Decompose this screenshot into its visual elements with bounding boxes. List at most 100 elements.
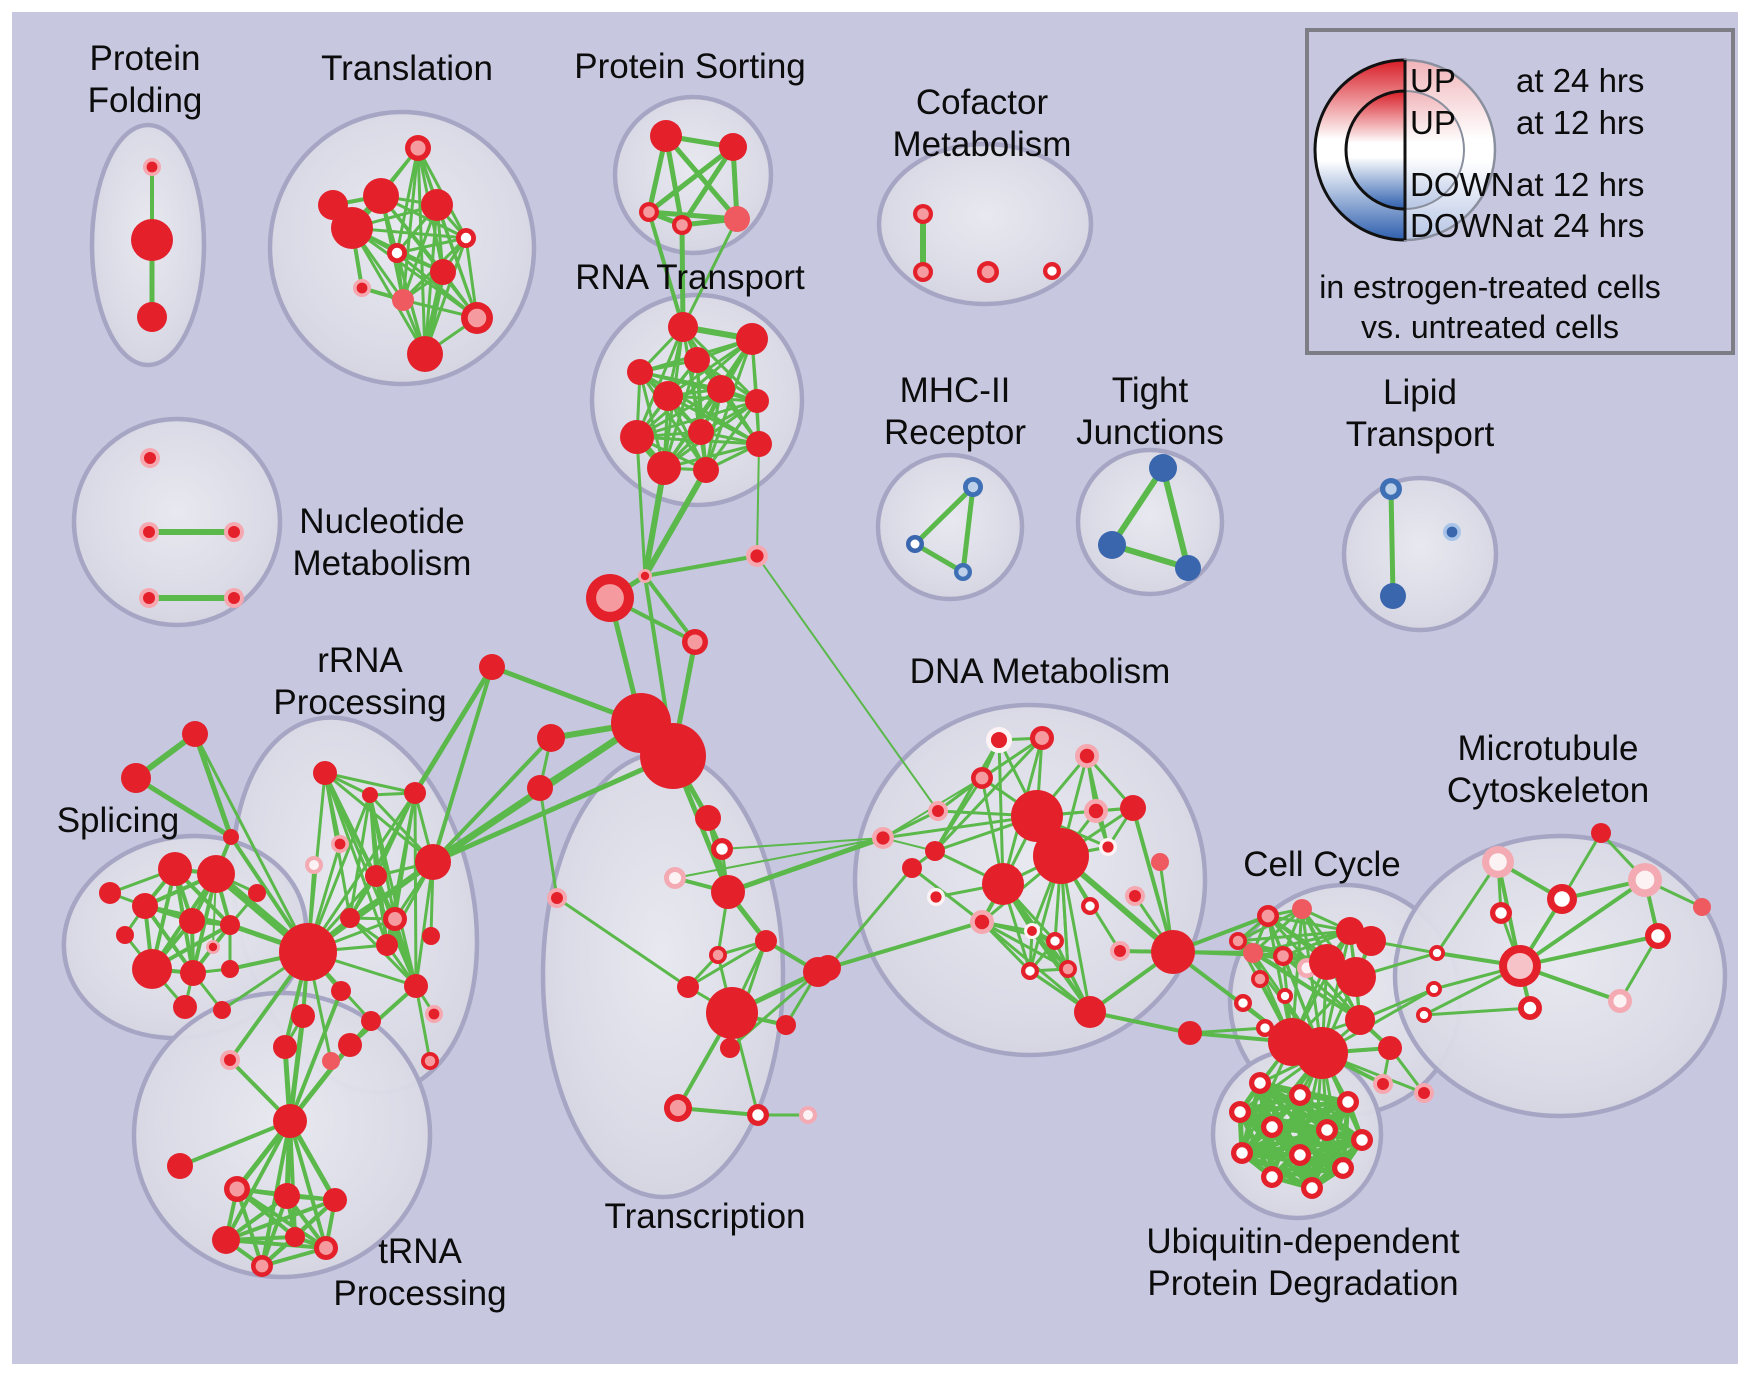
edge-q4-p1 [725, 835, 886, 895]
node-ring-t3 [363, 178, 399, 214]
node-ring-d13 [1151, 853, 1169, 871]
cluster-ellipse-mhc-ii-receptor [875, 452, 1025, 602]
node-s2 [719, 133, 747, 161]
node-r2 [362, 787, 378, 803]
node-ring-r1 [313, 761, 337, 785]
node-ring-x3 [223, 829, 239, 845]
node-rt11 [647, 451, 681, 485]
node-center-q14 [752, 1109, 764, 1121]
node-center-k2 [750, 549, 764, 563]
edge-r12-g1 [288, 989, 343, 1123]
node-center-q13 [669, 1099, 687, 1117]
edge-r1-r10 [323, 771, 389, 947]
node-t5 [421, 189, 453, 221]
edge-d16-d20 [980, 920, 1057, 943]
node-center-u4 [1234, 1106, 1246, 1118]
edge-k2-rt10 [756, 443, 760, 557]
node-u5 [1261, 1116, 1283, 1138]
node-ring-gc [338, 1033, 362, 1057]
node-center-l3 [1446, 526, 1458, 538]
node-j3 [1175, 555, 1201, 581]
node-d16 [970, 910, 994, 934]
node-q4 [711, 875, 745, 909]
node-q7 [709, 946, 727, 964]
node-center-g7 [319, 1241, 333, 1255]
node-ring-rt11 [647, 451, 681, 485]
node-center-e13 [1260, 1023, 1270, 1033]
node-d14 [982, 863, 1024, 905]
edge-d0-d16 [826, 920, 984, 970]
node-u10 [1332, 1157, 1354, 1179]
edge-t1-t10 [401, 146, 420, 302]
edge-rt12-k1 [642, 467, 709, 579]
node-center-u12 [1306, 1182, 1318, 1194]
node-center-q5 [551, 892, 563, 904]
node-ring-r11 [422, 927, 440, 945]
cluster-label-rna-transport: RNA Transport [575, 258, 805, 297]
edge-r7-r13 [414, 860, 435, 988]
node-ring-sp1 [158, 852, 192, 886]
node-g8 [251, 1255, 273, 1277]
node-center-q15 [803, 1110, 813, 1120]
node-center-r8 [388, 912, 402, 926]
node-rt3 [627, 359, 653, 385]
node-ring-d8 [902, 858, 922, 878]
node-center-pf1 [146, 161, 158, 173]
node-sp8 [132, 949, 172, 989]
node-q11 [776, 1015, 796, 1035]
cluster-ellipse-microtubule-cytoskeleton [1392, 833, 1728, 1119]
node-ring-rt8 [620, 420, 654, 454]
node-pf3 [137, 302, 167, 332]
cluster-ellipse-nucleotide-metabolism [71, 416, 283, 628]
node-center-m1 [967, 481, 979, 493]
node-ring-j3 [1175, 555, 1201, 581]
node-s1 [650, 120, 682, 152]
node-ring-w10 [1591, 823, 1611, 843]
node-w5 [1608, 989, 1632, 1013]
legend-row-time-4: at 24 hrs [1516, 207, 1644, 244]
node-center-e1 [1261, 909, 1275, 923]
node-ring-sp13 [116, 926, 134, 944]
legend-inner-circle-left-icon [1344, 89, 1407, 211]
node-center-w2 [1554, 891, 1570, 907]
node-ring-k5 [537, 724, 565, 752]
node-eh2 [1296, 1027, 1348, 1079]
node-q6 [755, 930, 777, 952]
node-rt6 [653, 381, 683, 411]
node-u1 [1249, 1072, 1271, 1094]
node-t9 [353, 279, 371, 297]
node-center-n2 [143, 526, 155, 538]
node-center-u3 [1342, 1096, 1354, 1108]
node-ring-d26 [1178, 1021, 1202, 1045]
node-q1 [695, 805, 721, 831]
node-ring-e14 [1345, 1005, 1375, 1035]
node-center-w6 [1523, 1001, 1537, 1015]
node-ring-d14 [982, 863, 1024, 905]
edge-l1-l2 [1388, 486, 1396, 599]
node-ring-r18 [322, 1052, 340, 1070]
node-ring-g9 [285, 1227, 305, 1247]
edge-k7-r3 [412, 664, 495, 796]
node-q14 [747, 1104, 769, 1126]
node-n1 [140, 448, 160, 468]
node-center-n3 [228, 526, 240, 538]
node-w7 [1628, 863, 1662, 897]
node-sp14 [206, 940, 220, 954]
cluster-label-ubiquitin-degradation: Ubiquitin-dependent Protein Degradation [1146, 1222, 1460, 1303]
node-ring-d24 [1074, 996, 1106, 1028]
node-d3 [1075, 744, 1099, 768]
node-u9 [1289, 1144, 1311, 1166]
node-g5 [323, 1188, 347, 1212]
edge-t6-t7 [395, 236, 468, 255]
node-e1 [1257, 905, 1279, 927]
node-center-w8 [1651, 929, 1665, 943]
node-ring-t8 [430, 259, 456, 285]
node-center-u6 [1321, 1124, 1333, 1136]
node-d23 [1110, 941, 1130, 961]
edge-d26-e13 [1188, 1026, 1267, 1035]
node-center-mb1 [1432, 948, 1442, 958]
node-c1 [913, 204, 933, 224]
cluster-ellipse-cofactor-metabolism [876, 141, 1094, 307]
